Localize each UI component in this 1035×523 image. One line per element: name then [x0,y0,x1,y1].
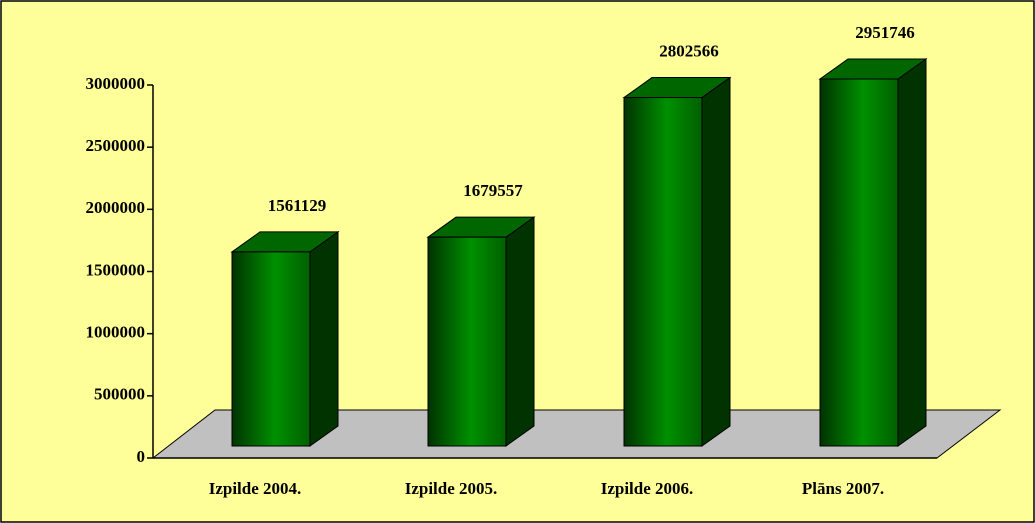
y-tick-label: 1000000 [86,323,146,342]
y-tick-label: 500000 [94,385,145,404]
bar-side [897,58,927,447]
y-tick-label: 3000000 [86,74,146,93]
value-label: 1679557 [463,181,523,200]
x-tick-label: Izpilde 2006. [601,479,694,498]
y-tick-label: 1500000 [86,260,146,279]
y-tick-label: 2500000 [86,136,146,155]
bar [623,97,703,447]
y-tick-label: 0 [137,447,146,466]
bar [819,78,899,447]
value-label: 2951746 [855,23,915,42]
bar-side [309,230,339,447]
x-tick-label: Izpilde 2004. [209,479,302,498]
value-label: 1561129 [268,196,327,215]
x-tick-label: Izpilde 2005. [405,479,498,498]
bar-side [505,216,535,447]
x-tick-label: Plāns 2007. [802,479,884,498]
value-label: 2802566 [659,41,719,60]
bar [231,251,311,447]
y-tick-label: 2000000 [86,198,146,217]
bar [427,236,507,447]
bar-side [701,76,731,447]
